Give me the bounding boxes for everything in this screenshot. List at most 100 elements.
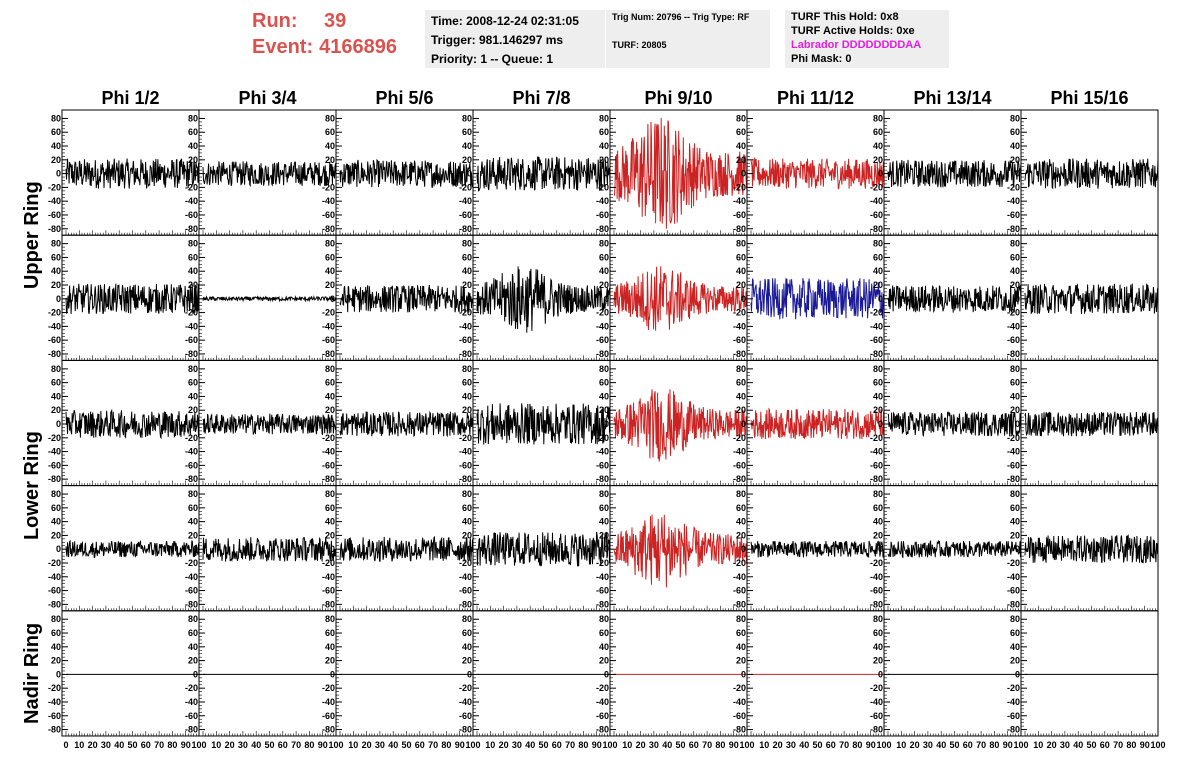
x-tick-label: 100 <box>876 740 891 750</box>
y-tick-label: 0 <box>604 419 609 429</box>
y-tick-label: 20 <box>462 530 472 540</box>
y-tick-label: 60 <box>873 378 883 388</box>
x-tick-label: 90 <box>318 740 328 750</box>
y-tick-label: -60 <box>185 586 198 596</box>
y-tick-label: 80 <box>736 364 746 374</box>
waveform-trace <box>1024 158 1159 190</box>
y-tick-label: 80 <box>736 489 746 499</box>
y-tick-label: -80 <box>185 224 198 234</box>
y-tick-label: 20 <box>873 656 883 666</box>
y-tick-label: -40 <box>48 196 61 206</box>
x-tick-label: 70 <box>565 740 575 750</box>
y-tick-label: -20 <box>870 558 883 568</box>
y-tick-label: -60 <box>322 210 335 220</box>
x-tick-label: 100 <box>1013 740 1028 750</box>
y-tick-label: -60 <box>1007 586 1020 596</box>
y-tick-label: 80 <box>599 614 609 624</box>
y-tick-label: 60 <box>873 628 883 638</box>
y-tick-label: -40 <box>733 196 746 206</box>
y-tick-label: -40 <box>1007 572 1020 582</box>
y-tick-label: -20 <box>185 433 198 443</box>
x-tick-label: 50 <box>1086 740 1096 750</box>
y-tick-label: -80 <box>322 474 335 484</box>
y-tick-label: 60 <box>462 503 472 513</box>
y-tick-label: 40 <box>325 391 335 401</box>
y-tick-label: 0 <box>330 169 335 179</box>
y-tick-label: -60 <box>48 210 61 220</box>
y-tick-label: -80 <box>733 474 746 484</box>
event-label: Event: <box>252 36 314 58</box>
y-tick-label: -40 <box>185 697 198 707</box>
y-tick-label: -20 <box>1007 433 1020 443</box>
y-tick-label: -60 <box>596 210 609 220</box>
y-tick-label: -80 <box>733 725 746 735</box>
x-tick-label: 40 <box>114 740 124 750</box>
y-tick-label: 60 <box>873 127 883 137</box>
y-tick-label: 20 <box>462 155 472 165</box>
y-tick-label: -40 <box>733 447 746 457</box>
y-tick-label: 80 <box>51 489 61 499</box>
x-tick-label: 80 <box>167 740 177 750</box>
y-tick-label: 80 <box>873 113 883 123</box>
waveform-trace <box>613 389 748 462</box>
waveform-trace <box>202 536 337 562</box>
y-tick-label: 0 <box>1015 419 1020 429</box>
y-tick-label: 0 <box>467 669 472 679</box>
panel-frame <box>609 610 748 737</box>
y-tick-label: 60 <box>325 127 335 137</box>
waveform-trace <box>750 407 885 440</box>
y-tick-label: -80 <box>48 224 61 234</box>
y-tick-label: 60 <box>51 628 61 638</box>
y-tick-label: 80 <box>736 239 746 249</box>
y-tick-label: -60 <box>459 460 472 470</box>
x-tick-label: 30 <box>238 740 248 750</box>
y-tick-label: -80 <box>48 599 61 609</box>
y-tick-label: 20 <box>599 405 609 415</box>
y-tick-label: 80 <box>51 614 61 624</box>
waveform-trace <box>1024 534 1159 564</box>
y-tick-label: 0 <box>741 169 746 179</box>
waveform-trace <box>476 403 611 445</box>
y-tick-label: 0 <box>467 419 472 429</box>
y-tick-label: -80 <box>322 725 335 735</box>
y-tick-label: -40 <box>48 321 61 331</box>
y-tick-label: 60 <box>736 503 746 513</box>
y-tick-label: 40 <box>1010 642 1020 652</box>
y-tick-label: -40 <box>870 447 883 457</box>
y-tick-label: 80 <box>599 489 609 499</box>
panel-frame <box>61 610 200 737</box>
x-tick-label: 30 <box>786 740 796 750</box>
y-tick-label: 20 <box>51 405 61 415</box>
y-tick-label: -20 <box>459 433 472 443</box>
y-tick-label: -80 <box>185 349 198 359</box>
y-tick-label: 60 <box>51 503 61 513</box>
y-tick-label: -40 <box>596 697 609 707</box>
y-tick-label: 60 <box>873 503 883 513</box>
waveform-trace <box>1024 411 1159 437</box>
y-tick-label: 60 <box>1010 628 1020 638</box>
x-tick-label: 30 <box>512 740 522 750</box>
waveform-trace <box>202 413 337 436</box>
waveform-trace <box>750 156 885 190</box>
y-tick-label: -20 <box>1007 182 1020 192</box>
waveform-trace <box>476 156 611 192</box>
y-tick-label: 60 <box>736 628 746 638</box>
y-tick-label: 20 <box>599 280 609 290</box>
panel-frame <box>472 610 611 737</box>
run-value: 39 <box>324 10 347 32</box>
y-tick-label: 60 <box>51 378 61 388</box>
y-tick-label: 60 <box>188 127 198 137</box>
x-tick-label: 100 <box>602 740 617 750</box>
waveform-trace <box>339 284 474 313</box>
y-tick-label: -60 <box>870 210 883 220</box>
priority-text: Priority: 1 -- Queue: 1 <box>431 52 554 66</box>
x-tick-label: 70 <box>976 740 986 750</box>
y-tick-label: -40 <box>733 321 746 331</box>
x-tick-label: 20 <box>362 740 372 750</box>
x-tick-label: 10 <box>896 740 906 750</box>
waveform-trace <box>65 408 200 440</box>
x-tick-label: 80 <box>578 740 588 750</box>
y-tick-label: -80 <box>459 224 472 234</box>
waveform-trace <box>613 117 748 229</box>
waveform-trace <box>202 161 337 188</box>
